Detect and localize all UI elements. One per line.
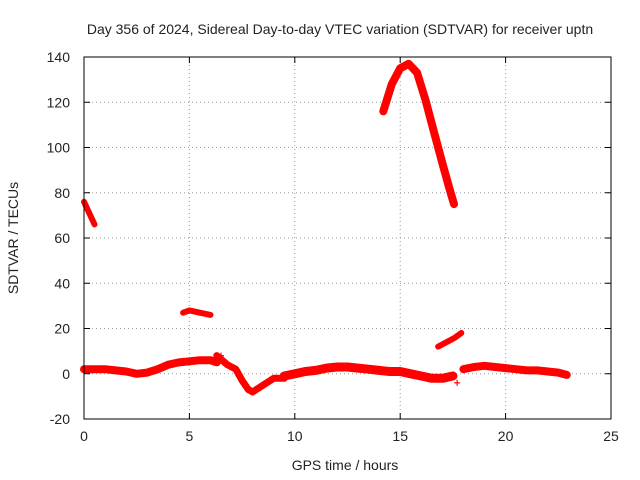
x-axis-label: GPS time / hours — [292, 457, 399, 473]
y-tick-label: 120 — [47, 94, 71, 110]
x-tick-label: 15 — [392, 428, 408, 444]
series-rise — [435, 330, 465, 350]
series-early-decline — [81, 198, 98, 228]
x-tick-label: 0 — [80, 428, 88, 444]
y-tick-label: -20 — [50, 411, 70, 427]
y-tick-label: 100 — [47, 140, 71, 156]
x-tick-label: 25 — [603, 428, 619, 444]
data-traces — [80, 59, 571, 396]
y-tick-label: 0 — [62, 366, 70, 382]
series-morning-hump — [180, 307, 214, 318]
y-tick-label: 140 — [47, 49, 71, 65]
series-baseline-morning — [80, 356, 221, 378]
y-tick-label: 60 — [54, 230, 70, 246]
chart-title: Day 356 of 2024, Sidereal Day-to-day VTE… — [87, 21, 593, 37]
y-tick-label: 80 — [54, 185, 70, 201]
series-baseline-midday — [279, 362, 458, 383]
x-tick-label: 10 — [287, 428, 303, 444]
x-tick-label: 5 — [186, 428, 194, 444]
y-axis-label: SDTVAR / TECUs — [5, 182, 21, 294]
y-tick-label: 40 — [54, 275, 70, 291]
series-spike — [379, 59, 458, 209]
outlier-point — [454, 379, 461, 386]
y-tick-label: 20 — [54, 321, 70, 337]
series-dip — [213, 352, 288, 396]
axis-ticks: 0 5 10 15 20 25 -20 0 20 40 60 80 100 120 140 — [47, 49, 619, 444]
x-tick-label: 20 — [498, 428, 514, 444]
series-baseline-evening — [459, 361, 571, 379]
grid — [84, 57, 611, 419]
outlier-point — [218, 352, 225, 359]
